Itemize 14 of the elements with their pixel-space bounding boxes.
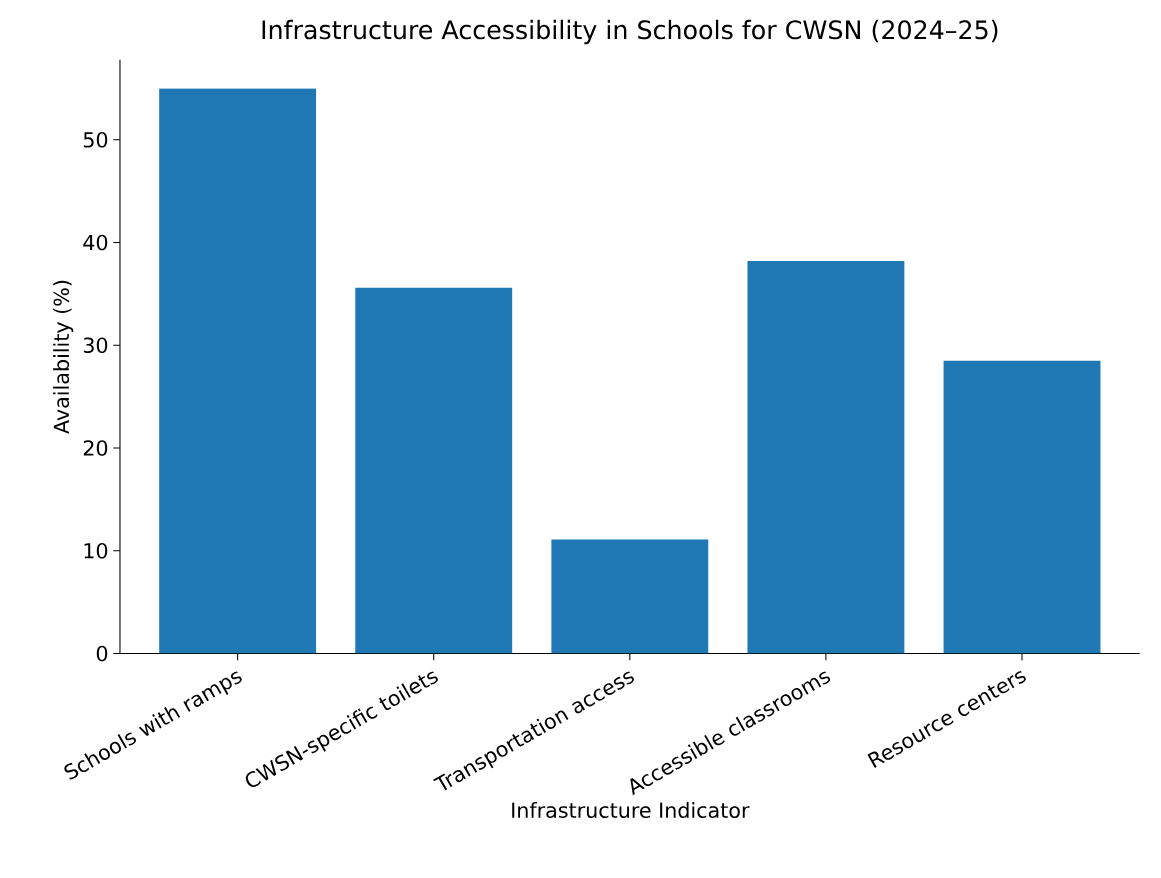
y-tick-label: 30 — [83, 337, 108, 353]
y-tick-label: 10 — [84, 542, 108, 559]
chart-title: Infrastructure Accessibility in Schools for CWSN (2024–25) — [262, 19, 998, 45]
bar — [747, 260, 905, 654]
bar — [551, 539, 709, 654]
y-tick-label: 0 — [96, 645, 108, 662]
y-tick-label: 20 — [83, 439, 108, 456]
y-tick-label: 40 — [83, 234, 108, 251]
y-tick-label: 50 — [83, 131, 108, 148]
y-axis-title: Availability (%) — [53, 280, 74, 434]
x-axis-title: Infrastructure Indicator — [512, 801, 750, 818]
bar — [943, 360, 1101, 654]
bar — [159, 88, 317, 654]
bar — [355, 287, 513, 654]
